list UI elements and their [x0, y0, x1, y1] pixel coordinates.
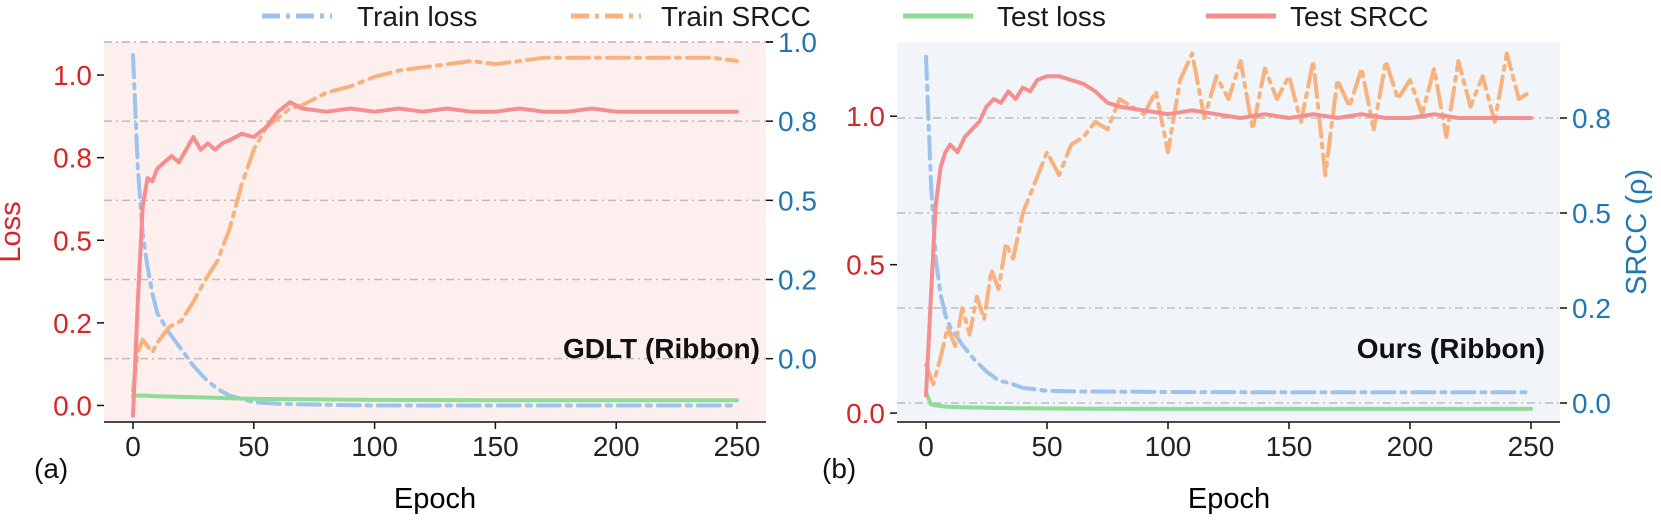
panel-a-x-tick-label: 0 — [125, 431, 141, 462]
legend-train-loss-label: Train loss — [357, 1, 477, 32]
panel-a-xlabel: Epoch — [394, 483, 476, 515]
panel-b-xlabel: Epoch — [1188, 483, 1270, 515]
panel-b-x-tick-label: 250 — [1508, 431, 1555, 462]
panel-b-series-train-loss — [924, 54, 1533, 395]
panel-a-right-tick-label: 0.5 — [778, 185, 817, 216]
panel-a-right-tick-label: 0.8 — [778, 106, 817, 137]
panel-b-series-test-loss — [924, 390, 1533, 411]
panel-a-series — [131, 53, 739, 418]
panel-b-left-tick-label: 0.5 — [846, 250, 885, 281]
panel-b-left-tick-label: 1.0 — [846, 101, 885, 132]
panel-a-annotation: GDLT (Ribbon) — [563, 333, 760, 364]
panel-b-x-tick-label: 0 — [918, 431, 934, 462]
panel-a-series-train-srcc — [131, 55, 739, 393]
panel-b-right-tick-label: 0.2 — [1572, 293, 1611, 324]
panel-b-annotation: Ours (Ribbon) — [1357, 333, 1545, 364]
panel-b-series-test-srcc — [924, 74, 1533, 398]
panel-a-left-tick-label: 0.8 — [53, 143, 92, 174]
panel-b-axes: 0 50 100 150 200 250 0.0 0.5 1.0 0.0 0.2 0.5 0.8 — [846, 101, 1611, 462]
panel-a-right-tick-label: 0.2 — [778, 265, 817, 296]
panel-b-ylabel: SRCC (ρ) — [1621, 169, 1653, 295]
panel-a-axes: 0 50 100 150 200 250 0.0 0.2 0.5 0.8 1.0 0.0 0.2 0.5 0… — [53, 27, 817, 462]
legend-test-loss-label: Test loss — [997, 1, 1106, 32]
panel-a-ylabel: Loss — [0, 201, 27, 262]
panel-a-label: (a) — [34, 453, 68, 484]
panel-a-gridlines — [104, 41, 766, 360]
panel-b-left-tick-label: 0.0 — [846, 398, 885, 429]
panel-b-right-tick-label: 0.5 — [1572, 198, 1611, 229]
panel-a-x-tick-label: 150 — [472, 431, 519, 462]
panel-b-series — [924, 51, 1533, 411]
panel-a-left-tick-label: 0.0 — [53, 390, 92, 421]
panel-a-left-tick-label: 0.2 — [53, 308, 92, 339]
panel-b-label: (b) — [822, 453, 856, 484]
panel-a-series-test-loss — [131, 393, 739, 403]
panel-b-right-tick-label: 0.8 — [1572, 103, 1611, 134]
panel-a-background — [104, 42, 766, 422]
panel-b-x-tick-label: 200 — [1387, 431, 1434, 462]
panel-b-x-tick-label: 50 — [1031, 431, 1062, 462]
panel-a-series-train-loss — [131, 53, 739, 408]
panel-a-x-tick-label: 250 — [714, 431, 761, 462]
panel-b-x-tick-label: 100 — [1145, 431, 1192, 462]
panel-b: 0 50 100 150 200 250 0.0 0.5 1.0 0.0 0.2 0.5 0.8 Our… — [822, 42, 1653, 515]
panel-a-left-tick-label: 0.5 — [53, 225, 92, 256]
panel-a-series-test-srcc — [131, 100, 739, 418]
legend-train-srcc-label: Train SRCC — [661, 1, 811, 32]
panel-a-x-tick-label: 100 — [351, 431, 398, 462]
panel-a-x-tick-label: 200 — [593, 431, 640, 462]
panel-a-left-tick-label: 1.0 — [53, 60, 92, 91]
panel-a-right-tick-label: 1.0 — [778, 27, 817, 58]
panel-a-x-tick-label: 50 — [238, 431, 269, 462]
panel-a-right-tick-label: 0.0 — [778, 344, 817, 375]
panel-a: 0 50 100 150 200 250 0.0 0.2 0.5 0.8 1.0 0.0 0.2 0.5 0… — [0, 27, 817, 515]
panel-b-series-train-srcc — [924, 51, 1533, 386]
panel-b-right-tick-label: 0.0 — [1572, 388, 1611, 419]
legend: Train loss Train SRCC Test loss Test SRC… — [262, 1, 1428, 32]
legend-test-srcc-label: Test SRCC — [1290, 1, 1428, 32]
panel-b-x-tick-label: 150 — [1266, 431, 1313, 462]
